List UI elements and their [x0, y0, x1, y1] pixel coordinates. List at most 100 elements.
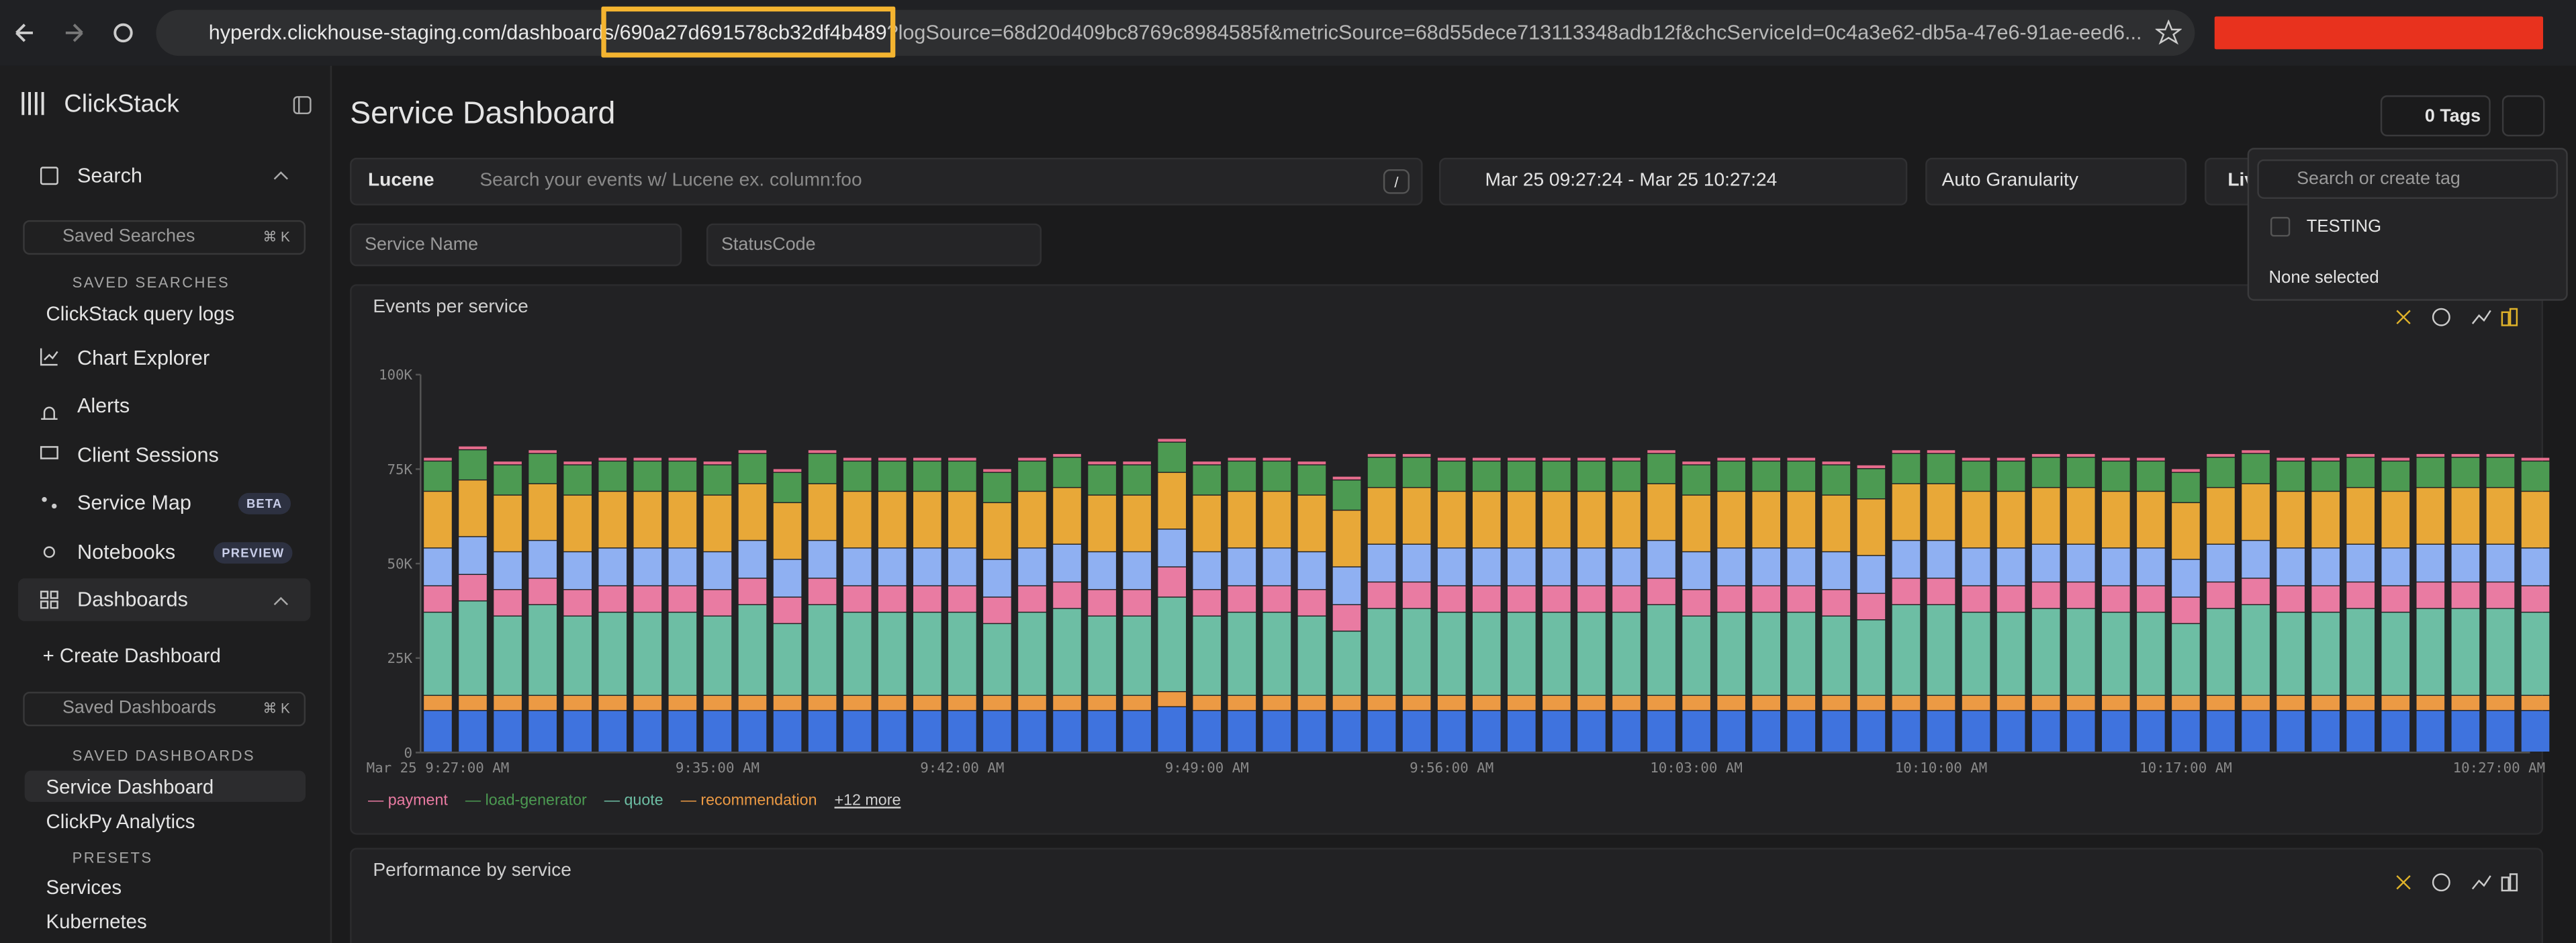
bar-segment	[1892, 711, 1921, 752]
legend-label[interactable]: quote	[624, 792, 663, 811]
bar-segment	[1927, 450, 1956, 453]
bar-segment	[633, 461, 662, 491]
nav-item[interactable]: Service Map	[77, 491, 191, 514]
bar-segment	[2102, 711, 2130, 752]
bar-segment	[703, 590, 732, 616]
bar-segment	[528, 711, 557, 752]
bar-segment	[2521, 586, 2550, 612]
legend-label[interactable]: load-generator	[485, 792, 587, 811]
bar-segment	[2242, 696, 2270, 711]
bar-segment	[2207, 457, 2235, 488]
legend-label[interactable]: recommendation	[700, 792, 817, 811]
bar-segment	[2066, 696, 2095, 711]
bar-segment	[1996, 457, 2025, 461]
bar-segment	[494, 590, 522, 616]
bar-segment	[808, 605, 837, 695]
status-select[interactable]	[706, 223, 1042, 267]
nav-item[interactable]: Client Sessions	[77, 443, 219, 467]
input-placeholder: Saved Dashboards	[62, 698, 216, 719]
bar-segment	[598, 457, 627, 461]
bar-segment	[2276, 696, 2305, 711]
bar-segment	[1577, 613, 1606, 695]
x-tick-label: 10:17:00 AM	[2140, 760, 2232, 776]
nav-item[interactable]: Notebooks	[77, 540, 176, 564]
badge: PREVIEW	[214, 542, 293, 564]
bar-segment	[1508, 613, 1536, 695]
bar-segment	[983, 503, 1011, 559]
create-dashboard[interactable]: Create Dashboard	[59, 643, 221, 668]
bar-segment	[1088, 696, 1116, 711]
bar-segment	[2137, 457, 2165, 461]
bar-segment	[2102, 492, 2130, 548]
bar-segment	[1962, 696, 1990, 711]
bar-segment	[2521, 492, 2550, 548]
tag-checkbox[interactable]	[2270, 216, 2291, 237]
bar-segment	[948, 461, 976, 491]
bar-segment	[2066, 711, 2095, 752]
bar-segment	[1962, 711, 1990, 752]
bar-segment	[2137, 586, 2165, 612]
bar-segment	[1332, 631, 1361, 695]
bar-segment	[948, 492, 976, 548]
bar-segment	[2031, 457, 2060, 488]
bar-segment	[1787, 492, 1816, 548]
bar-segment	[1123, 616, 1151, 695]
star-icon[interactable]	[2155, 19, 2182, 46]
collapse-icon[interactable]	[292, 95, 312, 115]
time-picker[interactable]	[1439, 157, 1908, 206]
bar-segment	[1193, 696, 1222, 711]
bar-segment	[983, 469, 1011, 472]
bar-segment	[528, 605, 557, 695]
search-placeholder: Search your events w/ Lucene ex. column:…	[479, 171, 862, 191]
saved-dashboard-input[interactable]	[23, 691, 306, 727]
dashboard-item[interactable]: ClickPy Analytics	[46, 810, 195, 834]
dashboard-item[interactable]: Service Dashboard	[46, 775, 214, 799]
bar-segment	[1088, 461, 1116, 465]
bar-segment	[2381, 586, 2410, 612]
y-tick-label: 25K	[387, 650, 412, 666]
bar-segment	[1158, 707, 1187, 752]
service-select[interactable]	[350, 223, 682, 267]
bar-segment	[633, 696, 662, 711]
bar-segment	[948, 711, 976, 752]
legend-label[interactable]: payment	[387, 792, 448, 811]
badge: BETA	[238, 492, 291, 514]
chart-toolbar[interactable]	[2392, 306, 2524, 328]
highlight-box	[601, 6, 896, 58]
saved-search-input[interactable]	[23, 220, 306, 255]
bar-segment	[1437, 461, 1466, 491]
more-button[interactable]	[2501, 95, 2545, 137]
bar-segment	[1682, 696, 1710, 711]
granularity-select[interactable]	[1925, 157, 2187, 206]
nav-item[interactable]: Alerts	[77, 394, 130, 418]
bar-segment	[1787, 457, 1816, 461]
chevrons[interactable]	[271, 168, 291, 612]
shortcut-key: /	[1383, 169, 1410, 194]
bar-segment	[878, 613, 907, 695]
browser-nav-icons[interactable]	[13, 19, 145, 46]
bar-segment	[1822, 711, 1851, 752]
address-bar[interactable]	[156, 9, 2195, 56]
tags-button[interactable]	[2380, 95, 2491, 137]
legend-more[interactable]: +12 more	[834, 792, 901, 811]
bar-segment	[1682, 711, 1710, 752]
preset-item[interactable]: Services	[46, 875, 122, 899]
preset-item[interactable]: Kubernetes	[46, 910, 147, 934]
bar-segment	[948, 696, 976, 711]
nav-item[interactable]: Chart Explorer	[77, 347, 210, 370]
bar-segment	[1857, 594, 1886, 620]
saved-search-item[interactable]: ClickStack query logs	[46, 302, 235, 326]
bar-segment	[2451, 544, 2480, 582]
language-select[interactable]: Lucene	[367, 171, 434, 191]
bar-segment	[2416, 457, 2445, 488]
nav-item[interactable]: Dashboards	[77, 588, 188, 612]
bar-segment	[1228, 586, 1256, 612]
bar-segment	[2066, 609, 2095, 695]
bar-segment	[1892, 605, 1921, 695]
tag-search[interactable]	[2257, 159, 2559, 199]
tag-option[interactable]: TESTING	[2306, 216, 2382, 237]
nav-search[interactable]: Search	[77, 164, 142, 187]
search-bar[interactable]	[350, 157, 1423, 206]
bar-segment	[1402, 488, 1431, 544]
chart-toolbar[interactable]	[2392, 871, 2524, 894]
